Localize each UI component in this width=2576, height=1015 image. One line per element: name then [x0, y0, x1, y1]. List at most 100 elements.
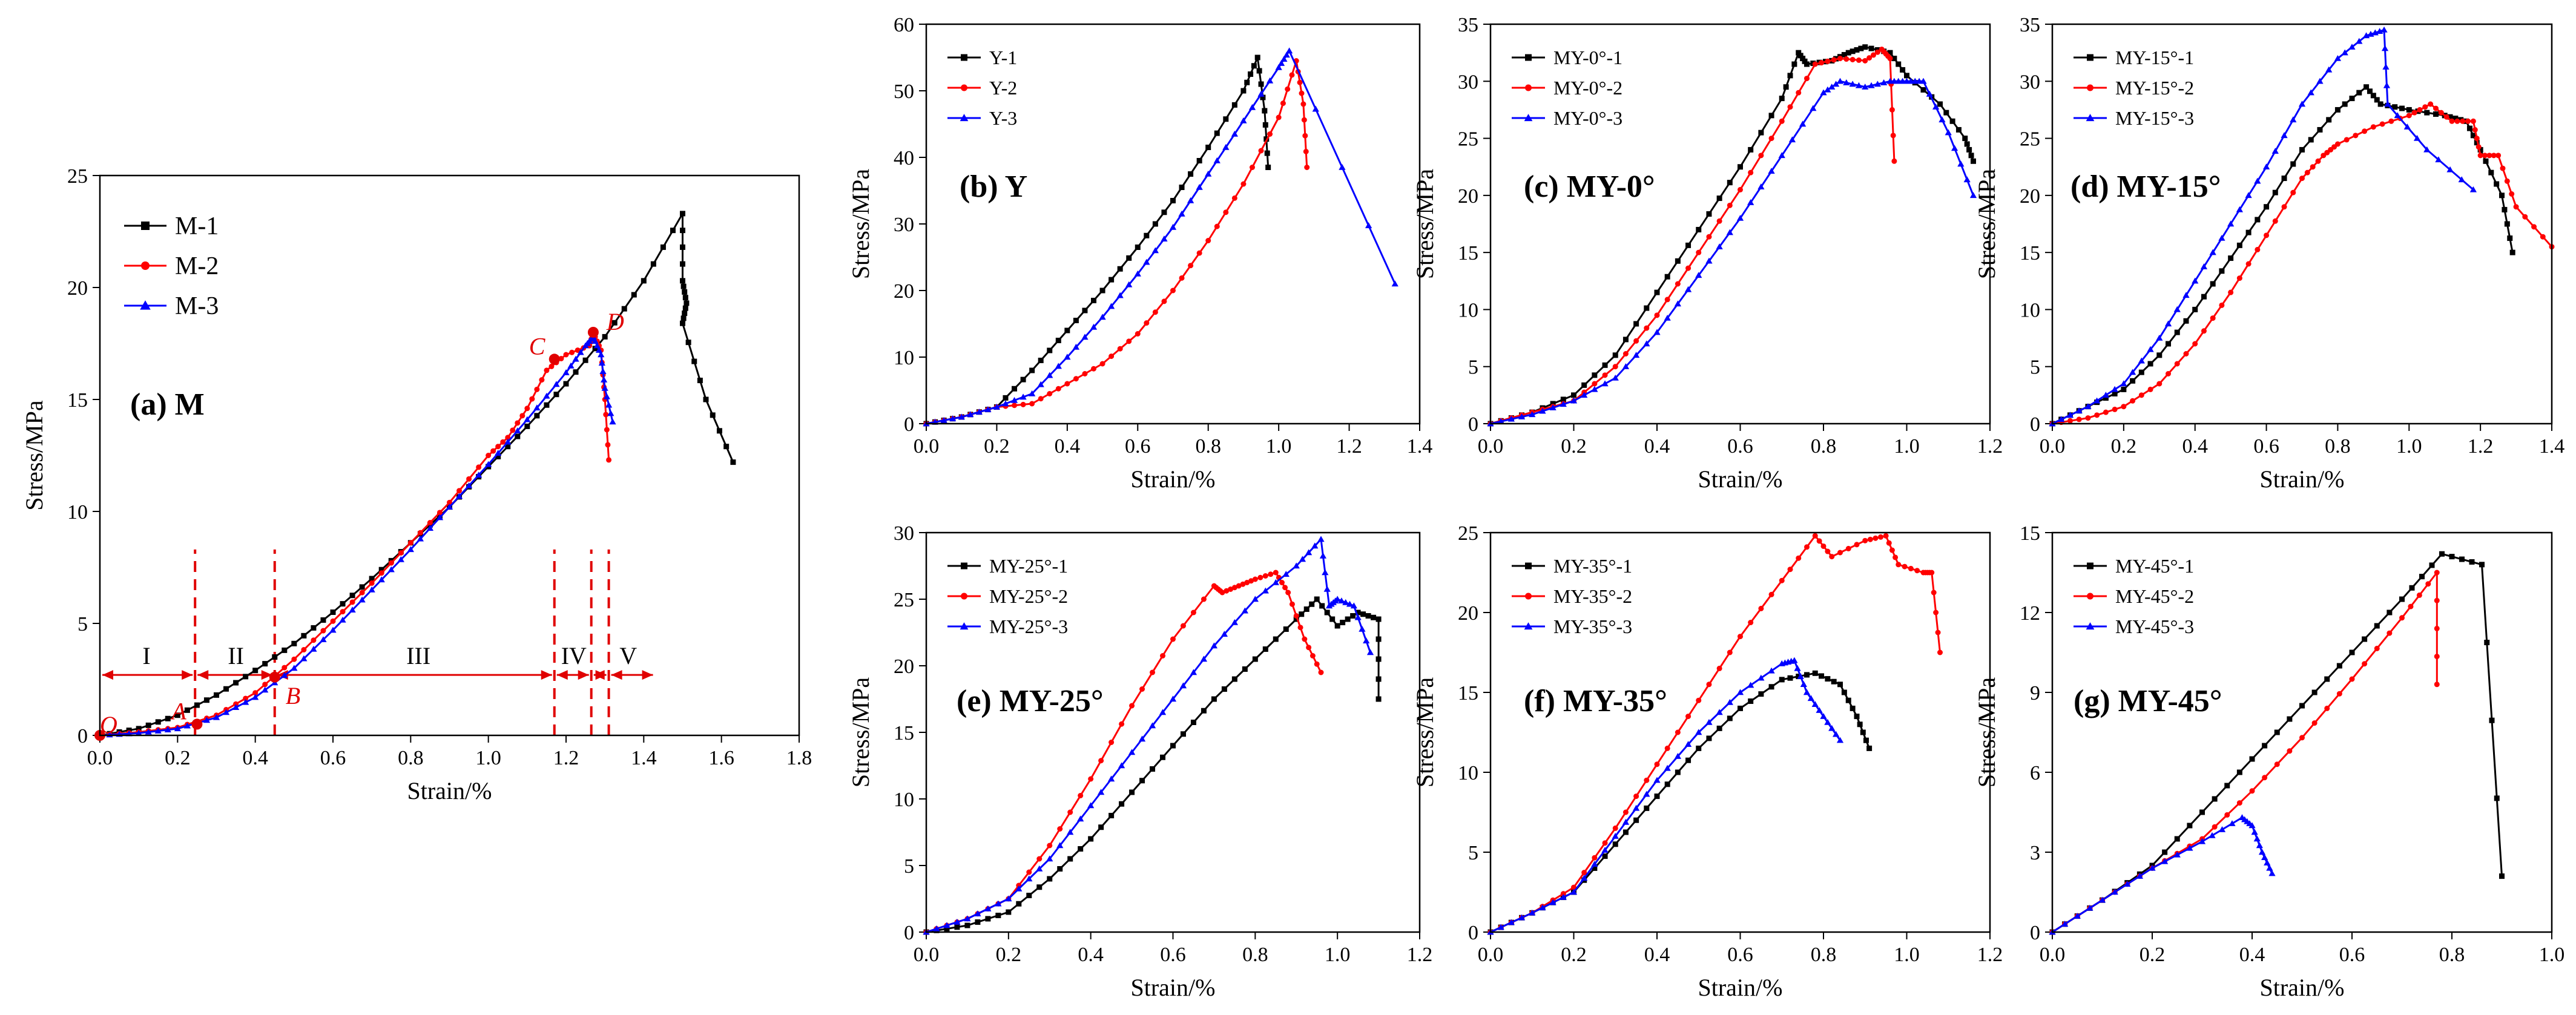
data-point	[2271, 148, 2279, 154]
data-point	[1602, 372, 1608, 378]
data-point	[1190, 609, 1196, 616]
data-point	[2311, 720, 2317, 726]
data-point	[1857, 721, 1863, 728]
data-point	[2422, 104, 2428, 110]
data-point	[1338, 597, 1345, 603]
data-point	[1797, 672, 1804, 679]
data-point	[1262, 108, 1268, 114]
data-point	[1811, 701, 1819, 708]
data-point	[2192, 277, 2199, 284]
data-point	[1252, 656, 1258, 662]
data-point	[1612, 841, 1618, 847]
data-point	[1179, 275, 1185, 281]
data-point	[1684, 741, 1692, 747]
data-point	[2449, 118, 2455, 124]
data-point	[2236, 242, 2242, 248]
data-point	[974, 910, 981, 916]
data-point	[534, 413, 540, 419]
data-point	[1055, 386, 1061, 392]
data-point	[1868, 82, 1875, 88]
data-point	[1240, 581, 1246, 587]
x-tick-label: 0.4	[2239, 944, 2265, 966]
data-point	[603, 412, 609, 418]
data-point	[2477, 146, 2483, 153]
data-point	[601, 384, 608, 391]
data-point	[1318, 669, 1324, 675]
data-point	[1804, 672, 1810, 678]
data-point	[577, 349, 584, 355]
data-point	[1309, 601, 1315, 607]
data-point	[1081, 333, 1089, 340]
y-tick-label: 10	[894, 789, 914, 811]
data-point	[1280, 56, 1288, 62]
data-point	[2121, 386, 2127, 392]
data-point	[1213, 157, 1220, 163]
data-point	[680, 228, 685, 234]
data-point	[1612, 825, 1618, 831]
data-point	[1727, 180, 1733, 186]
data-point	[1738, 705, 1743, 711]
data-point	[1169, 223, 1177, 230]
data-point	[1845, 50, 1851, 56]
data-point	[1309, 653, 1316, 659]
data-point	[1170, 287, 1176, 294]
y-tick-label: 30	[1458, 71, 1478, 93]
data-point	[1214, 223, 1220, 229]
y-tick-label: 15	[894, 722, 914, 744]
data-point	[691, 358, 697, 364]
data-point	[1800, 681, 1807, 688]
series-MY-35°-2	[1487, 533, 1943, 935]
data-point	[1716, 243, 1723, 249]
data-point	[2374, 623, 2380, 629]
legend-marker	[961, 562, 967, 570]
x-tick-label: 1.0	[475, 747, 501, 769]
data-point	[1005, 895, 1012, 902]
data-point	[387, 566, 395, 573]
data-point	[1087, 802, 1095, 809]
data-point	[1020, 376, 1026, 383]
data-point	[1222, 143, 1230, 150]
data-point	[1705, 718, 1713, 725]
data-point	[2212, 824, 2218, 830]
data-point	[1036, 865, 1043, 872]
data-point	[2156, 352, 2163, 358]
data-point	[1201, 708, 1207, 714]
data-point	[2076, 416, 2082, 422]
data-point	[1622, 363, 1630, 369]
data-point	[1695, 729, 1702, 735]
legend-marker	[2087, 84, 2093, 91]
data-point	[1796, 90, 1802, 96]
data-point	[1303, 606, 1309, 612]
data-point	[2138, 357, 2145, 364]
data-point	[1560, 396, 1566, 402]
data-point	[680, 283, 687, 289]
data-point	[697, 378, 703, 384]
y-tick-label: 35	[1458, 14, 1478, 36]
data-point	[2384, 100, 2391, 107]
data-point	[2509, 249, 2515, 255]
data-point	[2201, 328, 2207, 334]
data-point	[1908, 565, 1914, 571]
x-tick-label: 0.2	[2111, 435, 2137, 458]
data-point	[1705, 257, 1713, 264]
data-point	[1262, 122, 1268, 128]
data-point	[1262, 573, 1268, 579]
y-tick-label: 0	[2030, 413, 2040, 436]
x-tick-label: 1.2	[2468, 435, 2494, 458]
data-point	[1675, 769, 1681, 775]
data-point	[2434, 625, 2440, 631]
y-axis-title: Stress/MPa	[1973, 677, 2000, 787]
key-point-label: C	[529, 332, 546, 360]
y-axis-title: Stress/MPa	[1411, 677, 1438, 787]
data-point	[397, 556, 404, 562]
data-point	[2236, 800, 2242, 806]
data-point	[2228, 820, 2236, 826]
data-point	[214, 692, 219, 698]
data-point	[1302, 636, 1308, 642]
data-point	[436, 510, 443, 516]
plot-frame	[1489, 531, 1991, 933]
data-point	[1685, 265, 1692, 271]
data-point	[2325, 66, 2333, 73]
data-point	[1342, 599, 1349, 605]
y-axis-title: Stress/MPa	[847, 169, 874, 279]
